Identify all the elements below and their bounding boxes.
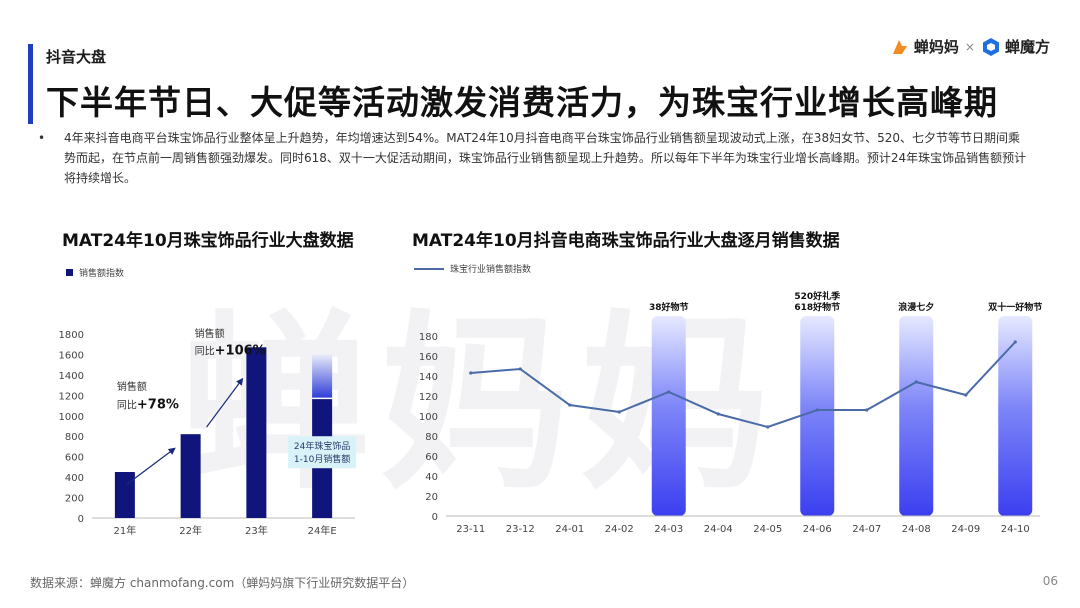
y-tick-label: 1200 xyxy=(59,391,84,402)
highlight-label: 618好物节 xyxy=(794,301,840,313)
highlight-label: 浪漫七夕 xyxy=(898,301,934,313)
x-tick-label: 24-06 xyxy=(803,524,832,535)
growth-arrow xyxy=(126,447,176,485)
y-tick-label: 40 xyxy=(425,472,438,483)
y-tick-label: 800 xyxy=(65,432,84,443)
x-tick-label: 21年 xyxy=(114,524,137,537)
data-point xyxy=(815,408,819,412)
legend-line-swatch xyxy=(414,267,444,270)
x-tick-label: 24-08 xyxy=(902,524,931,535)
brand-logos: 蝉妈妈 × 蝉魔方 xyxy=(890,36,1050,57)
y-tick-label: 100 xyxy=(419,412,438,423)
x-tick-label: 24-07 xyxy=(852,524,881,535)
x-tick-label: 24-09 xyxy=(951,524,980,535)
data-point xyxy=(716,412,720,416)
x-tick-label: 24年E xyxy=(308,524,337,537)
y-tick-label: 0 xyxy=(432,512,438,523)
page-number: 06 xyxy=(1042,574,1058,588)
data-point xyxy=(766,425,770,429)
data-point xyxy=(617,410,621,414)
y-tick-label: 0 xyxy=(78,514,84,525)
y-tick-label: 160 xyxy=(419,352,438,363)
bullet-dot: • xyxy=(38,131,46,145)
highlight-band xyxy=(998,316,1033,516)
legend-swatch xyxy=(66,269,73,276)
x-tick-label: 23-12 xyxy=(506,524,535,535)
y-tick-label: 180 xyxy=(419,332,438,343)
y-tick-label: 400 xyxy=(65,473,84,484)
line-chart-legend: 珠宝行业销售额指数 xyxy=(414,262,531,275)
bar xyxy=(114,472,135,518)
data-point xyxy=(568,403,572,407)
page-title: 下半年节日、大促等活动激发消费活力，为珠宝行业增长高峰期 xyxy=(46,83,998,122)
growth-label-1: 销售额 xyxy=(117,380,147,393)
forecast-callout-line2: 1-10月销售额 xyxy=(294,453,350,465)
highlight-band xyxy=(651,316,686,516)
growth-arrow xyxy=(206,377,244,428)
growth-label-2: 销售额 xyxy=(195,327,225,340)
data-point xyxy=(518,367,522,371)
line-legend-label: 珠宝行业销售额指数 xyxy=(450,265,532,275)
chanmama-logo-icon xyxy=(892,39,907,54)
data-source: 数据来源：蝉魔方 chanmofang.com（蝉妈妈旗下行业研究数据平台） xyxy=(30,576,415,590)
x-tick-label: 24-01 xyxy=(555,524,584,535)
highlight-band xyxy=(899,316,934,516)
highlight-label: 38好物节 xyxy=(649,301,689,313)
x-tick-label: 24-10 xyxy=(1001,524,1030,535)
bar-chart-legend: 销售额指数 xyxy=(66,266,124,279)
data-point xyxy=(914,380,918,384)
logo-chanmofang: 蝉魔方 xyxy=(1004,38,1050,56)
x-tick-label: 22年 xyxy=(179,524,202,537)
chanmofang-logo-icon xyxy=(982,37,999,56)
y-tick-label: 20 xyxy=(425,492,438,503)
highlight-label: 520好礼季 xyxy=(794,290,841,302)
x-tick-label: 23-11 xyxy=(456,524,485,535)
data-point xyxy=(469,371,473,375)
forecast-callout-line1: 24年珠宝饰品 xyxy=(294,440,350,452)
x-tick-label: 24-04 xyxy=(704,524,733,535)
y-tick-label: 120 xyxy=(419,392,438,403)
data-point xyxy=(964,393,968,397)
x-tick-label: 24-02 xyxy=(605,524,634,535)
x-tick-label: 24-03 xyxy=(654,524,683,535)
bar xyxy=(246,347,267,518)
y-tick-label: 1600 xyxy=(59,350,84,361)
y-tick-label: 1400 xyxy=(59,371,84,382)
data-point xyxy=(667,390,671,394)
growth-rate-2: 同比+106% xyxy=(195,343,266,358)
y-tick-label: 60 xyxy=(425,452,438,463)
y-tick-label: 1800 xyxy=(59,330,84,341)
line-chart-title: MAT24年10月抖音电商珠宝饰品行业大盘逐月销售数据 xyxy=(412,231,840,251)
data-point xyxy=(865,408,869,412)
growth-rate-1: 同比+78% xyxy=(117,398,179,413)
y-tick-label: 200 xyxy=(65,494,84,505)
highlight-band xyxy=(800,316,835,516)
y-tick-label: 140 xyxy=(419,372,438,383)
bar-chart: 0 200 400 600 800 1000 1200 1400 1600 1800 21年 22年 2… xyxy=(59,327,357,537)
section-tag: 抖音大盘 xyxy=(46,48,107,66)
bar xyxy=(180,434,201,518)
data-point xyxy=(1013,340,1017,344)
summary-text: 4年来抖音电商平台珠宝饰品行业整体呈上升趋势，年均增速达到54%。MAT24年1… xyxy=(64,131,1027,185)
forecast-callout-box xyxy=(288,436,357,469)
logo-chanmama: 蝉妈妈 xyxy=(913,38,959,56)
bar-legend-label: 销售额指数 xyxy=(79,269,125,279)
summary-bullet: • 4年来抖音电商平台珠宝饰品行业整体呈上升趋势，年均增速达到54%。MAT24… xyxy=(38,128,1028,188)
y-tick-label: 80 xyxy=(425,432,438,443)
x-tick-label: 23年 xyxy=(245,524,268,537)
bar-chart-title: MAT24年10月珠宝饰品行业大盘数据 xyxy=(62,231,354,251)
y-tick-label: 1000 xyxy=(59,412,84,423)
highlight-label: 双十一好物节 xyxy=(988,301,1042,313)
y-tick-label: 600 xyxy=(65,453,84,464)
logo-separator: × xyxy=(964,39,975,54)
x-tick-label: 24-05 xyxy=(753,524,782,535)
accent-bar xyxy=(28,44,33,124)
forecast-bar-segment xyxy=(312,354,333,399)
series-line xyxy=(470,341,1016,429)
